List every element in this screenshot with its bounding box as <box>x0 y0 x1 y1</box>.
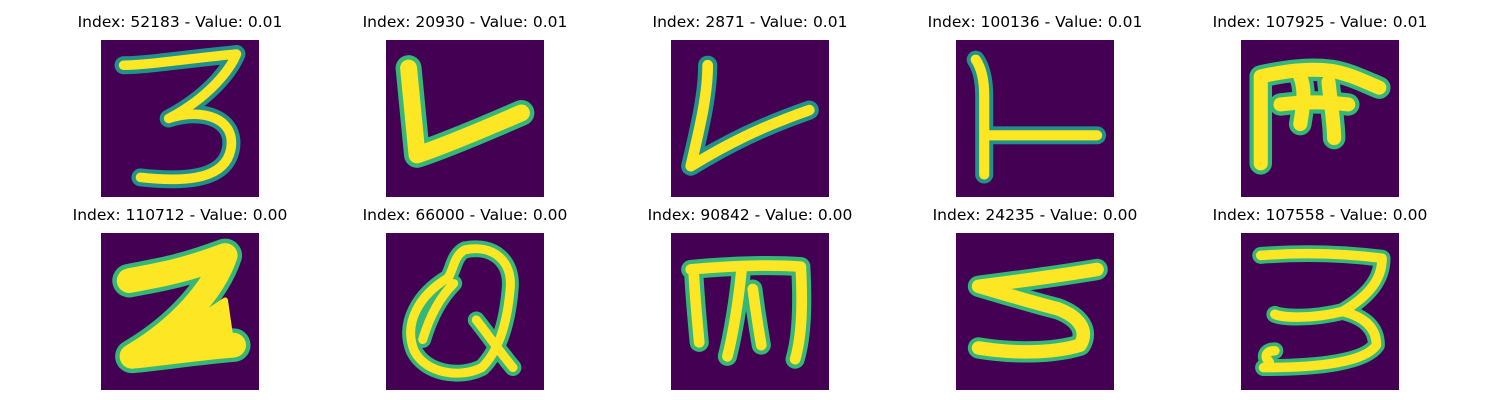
digit-image <box>101 233 259 390</box>
subplot-6: Index: 110712 - Value: 0.00 <box>35 206 325 391</box>
subplot-8: Index: 90842 - Value: 0.00 <box>605 206 895 391</box>
subplot-title: Index: 52183 - Value: 0.01 <box>77 13 283 31</box>
subplot-title: Index: 107558 - Value: 0.00 <box>1212 206 1428 224</box>
subplot-title: Index: 100136 - Value: 0.01 <box>927 13 1143 31</box>
subplot-2: Index: 20930 - Value: 0.01 <box>320 13 610 198</box>
subplot-1: Index: 52183 - Value: 0.01 <box>35 13 325 198</box>
digit-image <box>671 233 829 390</box>
subplot-10: Index: 107558 - Value: 0.00 <box>1175 206 1465 391</box>
subplot-title: Index: 66000 - Value: 0.00 <box>362 206 568 224</box>
digit-image <box>671 40 829 197</box>
digit-image <box>956 233 1114 390</box>
subplot-5: Index: 107925 - Value: 0.01 <box>1175 13 1465 198</box>
digit-image <box>386 233 544 390</box>
digit-image <box>101 40 259 197</box>
subplot-7: Index: 66000 - Value: 0.00 <box>320 206 610 391</box>
subplot-title: Index: 90842 - Value: 0.00 <box>647 206 853 224</box>
subplot-4: Index: 100136 - Value: 0.01 <box>890 13 1180 198</box>
subplot-3: Index: 2871 - Value: 0.01 <box>605 13 895 198</box>
digit-image <box>1241 40 1399 197</box>
subplot-title: Index: 24235 - Value: 0.00 <box>932 206 1138 224</box>
digit-image <box>386 40 544 197</box>
subplot-title: Index: 20930 - Value: 0.01 <box>362 13 568 31</box>
subplot-9: Index: 24235 - Value: 0.00 <box>890 206 1180 391</box>
subplot-title: Index: 107925 - Value: 0.01 <box>1212 13 1428 31</box>
digit-image <box>956 40 1114 197</box>
subplot-title: Index: 110712 - Value: 0.00 <box>72 206 288 224</box>
digit-image <box>1241 233 1399 390</box>
subplot-title: Index: 2871 - Value: 0.01 <box>652 13 848 31</box>
